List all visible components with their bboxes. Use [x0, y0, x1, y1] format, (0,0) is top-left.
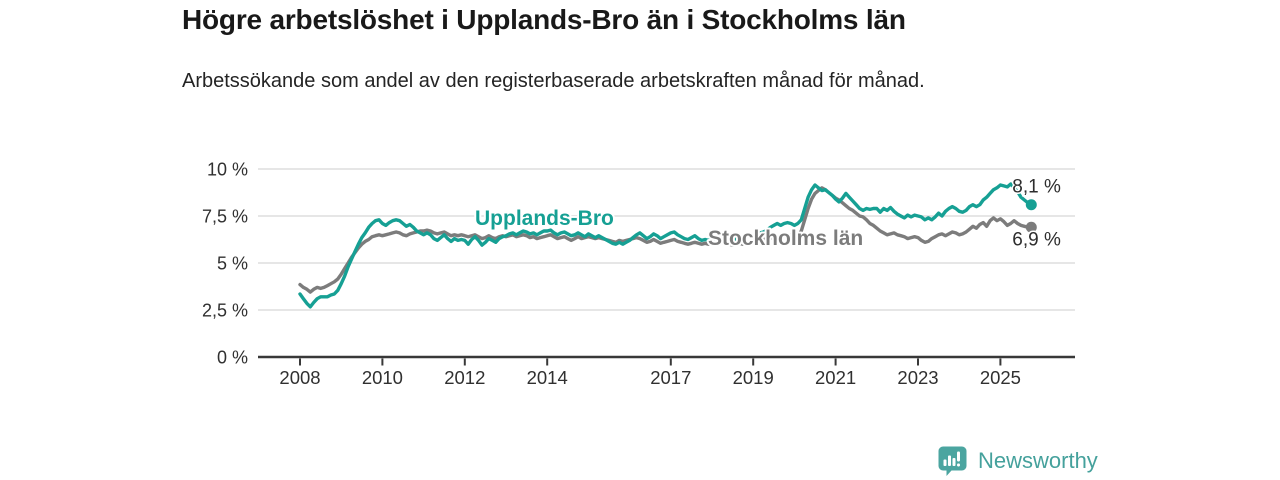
brand-name: Newsworthy [978, 448, 1098, 473]
x-axis-label: 2014 [527, 367, 568, 388]
logo-barchart-glyph [943, 451, 960, 467]
x-axis-label: 2023 [897, 367, 938, 388]
series-label-stockholms-lan: Stockholms län [708, 227, 863, 250]
chart-subtitle: Arbetssökande som andel av den registerb… [182, 70, 925, 92]
series-end-dot-upplands-bro [1025, 199, 1037, 211]
brand-footer: Newsworthy [936, 444, 1098, 478]
x-axis-label: 2008 [279, 367, 320, 388]
x-axis-label: 2021 [815, 367, 856, 388]
y-axis-label: 5 % [217, 254, 248, 274]
series-line-upplands-bro [298, 182, 1033, 309]
x-axis-label: 2012 [444, 367, 485, 388]
newsworthy-logo-icon [938, 446, 967, 476]
y-axis-label: 7,5 % [202, 207, 248, 227]
series-label-upplands-bro: Upplands-Bro [475, 207, 614, 230]
series-line-stockholms-lan [298, 186, 1033, 294]
series-end-value-stockholms-lan: 6,9 % [1012, 229, 1061, 250]
unemployment-line-chart: 0 % 2,5 % 5 % 7,5 % 10 % Upplands-Bro Stockhol… [202, 160, 1075, 388]
chart-title: Högre arbetslöshet i Upplands-Bro än i S… [182, 4, 906, 35]
x-axis-label: 2017 [650, 367, 691, 388]
x-axis-label: 2025 [980, 367, 1021, 388]
series-end-dot-stockholms-lan [1025, 221, 1037, 233]
x-axis-label: 2019 [733, 367, 774, 388]
x-axis-label: 2010 [362, 367, 403, 388]
series-end-value-upplands-bro: 8,1 % [1012, 177, 1061, 198]
y-axis-label: 0 % [217, 348, 248, 368]
y-axis-label: 2,5 % [202, 301, 248, 321]
y-axis-label: 10 % [207, 160, 248, 180]
